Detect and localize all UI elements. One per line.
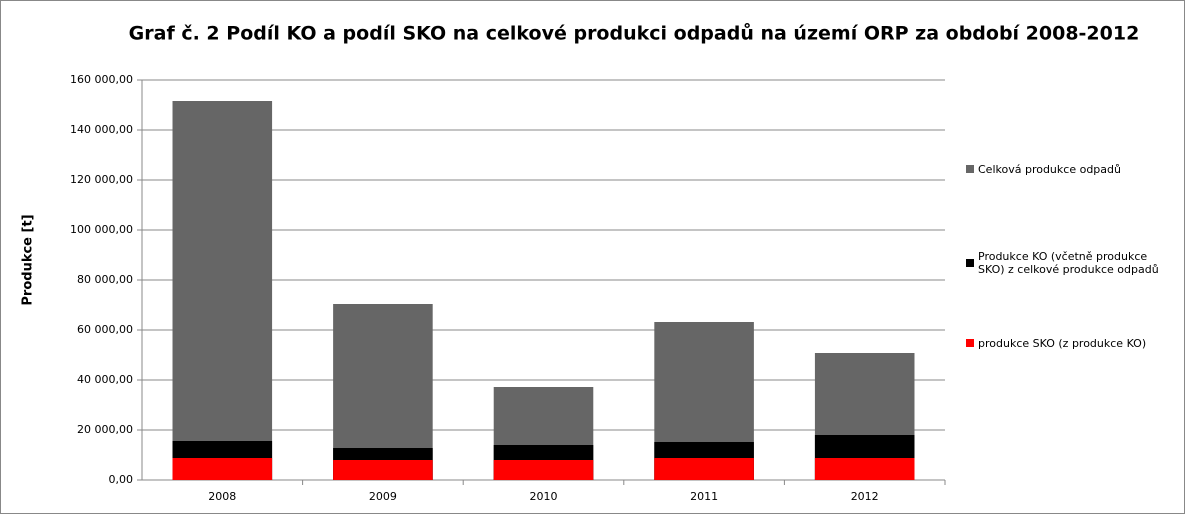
bar: [333, 460, 433, 480]
legend-item: produkce SKO (z produkce KO): [966, 333, 1176, 353]
x-tick-label: 2009: [369, 490, 397, 503]
bar: [172, 458, 273, 480]
legend-swatch: [966, 339, 974, 347]
bar: [814, 458, 915, 480]
bar: [654, 458, 754, 480]
bar: [493, 460, 594, 480]
y-tick-label: 40 000,00: [77, 373, 133, 386]
y-tick-label: 160 000,00: [70, 73, 133, 86]
y-tick-label: 60 000,00: [77, 323, 133, 336]
legend-swatch: [966, 259, 974, 267]
chart-title: Graf č. 2 Podíl KO a podíl SKO na celkov…: [129, 22, 1140, 45]
x-tick-label: 2012: [851, 490, 879, 503]
y-tick-label: 20 000,00: [77, 423, 133, 436]
y-tick-label: 100 000,00: [70, 223, 133, 236]
legend-item: Celková produkce odpadů: [966, 159, 1176, 179]
legend-swatch: [966, 165, 974, 173]
bar: [172, 101, 273, 480]
y-tick-label: 0,00: [109, 473, 134, 486]
y-axis-title: Produkce [t]: [21, 214, 36, 305]
y-tick-label: 80 000,00: [77, 273, 133, 286]
legend-label: produkce SKO (z produkce KO): [978, 336, 1147, 350]
x-tick-label: 2008: [208, 490, 236, 503]
y-tick-label: 140 000,00: [70, 123, 133, 136]
x-tick-label: 2011: [690, 490, 718, 503]
legend-label: Produkce KO (včetně produkce SKO) z celk…: [978, 250, 1159, 276]
y-tick-label: 120 000,00: [70, 173, 133, 186]
legend-item: Produkce KO (včetně produkce SKO) z celk…: [966, 250, 1176, 276]
x-tick-label: 2010: [530, 490, 558, 503]
legend-label: Celková produkce odpadů: [978, 162, 1121, 176]
